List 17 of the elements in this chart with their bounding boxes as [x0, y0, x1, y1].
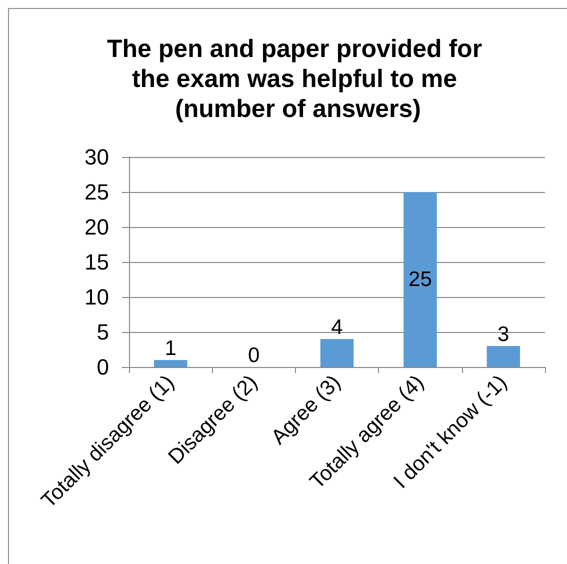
y-tick-label: 20: [84, 214, 109, 240]
y-tick-label: 0: [96, 354, 109, 380]
data-label: 25: [408, 268, 432, 291]
bar: [320, 339, 354, 367]
data-label: 4: [331, 316, 344, 339]
bar: [154, 360, 188, 367]
chart-title: The pen and paper provided for the exam was helpful to me (number of answers): [107, 35, 489, 123]
y-tick-label: 30: [84, 144, 109, 170]
bar: [404, 192, 437, 367]
y-tick-label: 5: [96, 320, 109, 344]
bar: [486, 346, 520, 367]
data-label: 3: [498, 323, 510, 346]
y-tick-label: 15: [84, 250, 109, 274]
data-label: 0: [248, 344, 260, 367]
y-tick-label: 10: [84, 284, 109, 310]
data-label: 1: [164, 337, 176, 360]
y-tick-label: 25: [84, 180, 109, 204]
